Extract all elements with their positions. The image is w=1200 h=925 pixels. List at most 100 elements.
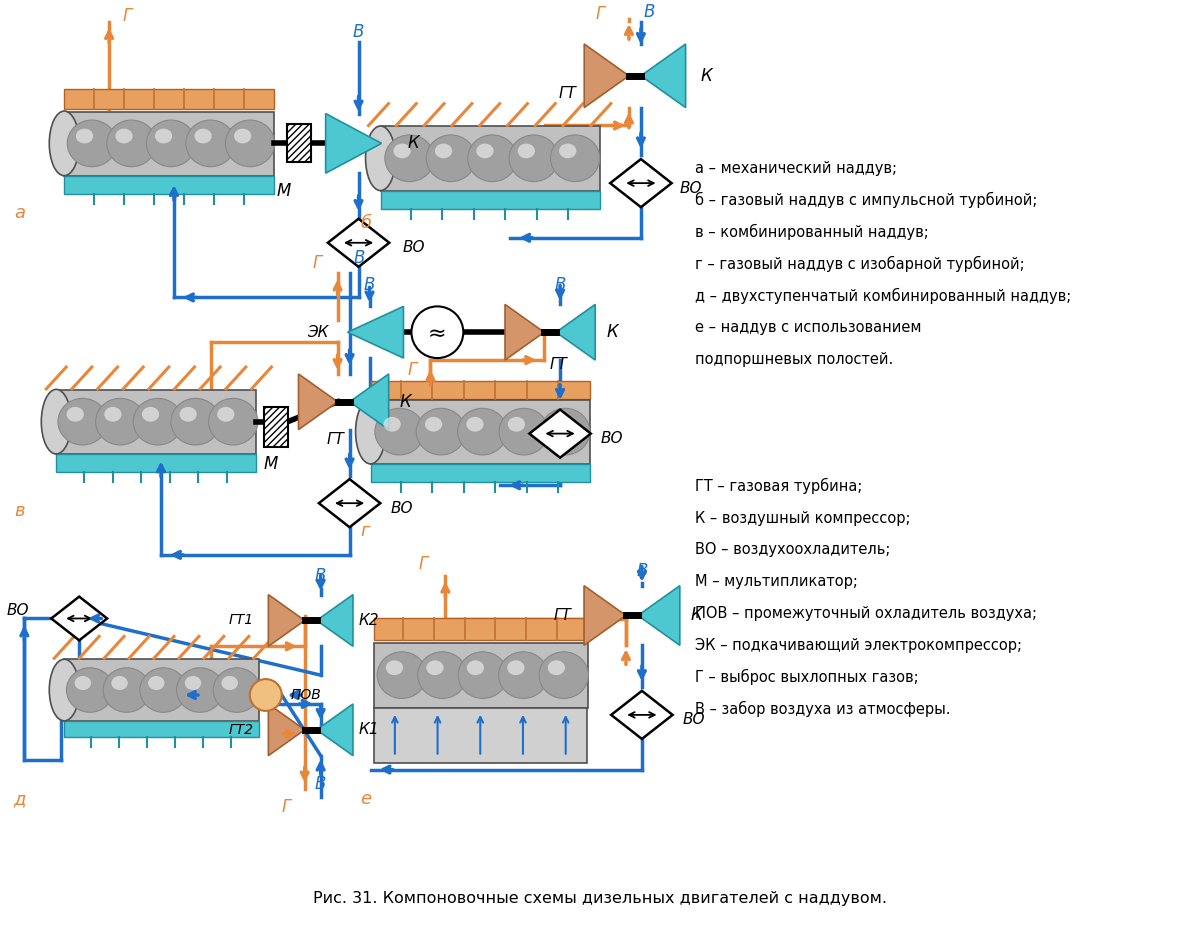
Ellipse shape (550, 417, 566, 432)
Polygon shape (584, 44, 629, 107)
Ellipse shape (467, 417, 484, 432)
Bar (65, 660, 259, 721)
Text: В: В (314, 567, 326, 585)
Bar (371, 400, 590, 464)
Text: В – забор воздуха из атмосферы.: В – забор воздуха из атмосферы. (695, 701, 950, 717)
Ellipse shape (551, 135, 600, 181)
Ellipse shape (476, 143, 493, 158)
Polygon shape (556, 304, 595, 360)
Text: е – наддув с использованием: е – наддув с использованием (695, 320, 922, 335)
Text: б: б (360, 214, 371, 232)
Ellipse shape (185, 676, 202, 690)
Ellipse shape (508, 417, 524, 432)
Text: ВО: ВО (402, 240, 425, 255)
Ellipse shape (67, 120, 116, 166)
Ellipse shape (467, 660, 484, 675)
Text: ГТ2: ГТ2 (228, 722, 253, 737)
Ellipse shape (49, 660, 79, 721)
Text: подпоршневых полостей.: подпоршневых полостей. (695, 352, 893, 366)
Ellipse shape (115, 129, 133, 143)
Text: в: в (14, 502, 25, 520)
Ellipse shape (66, 407, 84, 422)
Polygon shape (529, 410, 590, 458)
Polygon shape (505, 304, 544, 360)
Ellipse shape (194, 129, 211, 143)
Ellipse shape (112, 676, 128, 690)
Ellipse shape (425, 417, 442, 432)
Ellipse shape (457, 408, 506, 455)
Text: ВО: ВО (390, 500, 413, 515)
Bar (380, 191, 600, 209)
Text: ВО: ВО (601, 431, 623, 446)
Text: К2: К2 (359, 613, 379, 628)
Text: ПОВ – промежуточный охладитель воздуха;: ПОВ – промежуточный охладитель воздуха; (695, 606, 1037, 621)
Bar (371, 464, 590, 482)
Text: Г: Г (281, 798, 290, 817)
Ellipse shape (148, 676, 164, 690)
Polygon shape (638, 586, 680, 646)
Ellipse shape (509, 135, 558, 181)
Bar (380, 127, 600, 191)
Ellipse shape (103, 668, 150, 712)
Text: ЭК: ЭК (307, 325, 329, 339)
Polygon shape (641, 44, 685, 107)
Text: Г: Г (313, 253, 323, 272)
Polygon shape (349, 374, 389, 429)
Text: ЭК – подкачивающий электрокомпрессор;: ЭК – подкачивающий электрокомпрессор; (695, 638, 1021, 653)
Polygon shape (325, 114, 382, 173)
Text: г: г (361, 522, 371, 540)
Ellipse shape (434, 143, 452, 158)
Polygon shape (319, 479, 380, 527)
Text: д – двухступенчатый комбинированный наддув;: д – двухступенчатый комбинированный надд… (695, 288, 1072, 303)
Ellipse shape (385, 135, 434, 181)
Ellipse shape (374, 408, 424, 455)
Text: ГТ: ГТ (553, 608, 571, 623)
Text: ГТ: ГТ (550, 356, 568, 372)
Text: Г: Г (419, 555, 428, 573)
Ellipse shape (155, 129, 173, 143)
Polygon shape (299, 374, 337, 429)
Text: К: К (408, 134, 419, 153)
Ellipse shape (170, 399, 221, 445)
Bar (56, 389, 256, 454)
Ellipse shape (104, 407, 121, 422)
Text: в – комбинированный наддув;: в – комбинированный наддув; (695, 224, 929, 240)
Text: В: В (314, 775, 326, 794)
Text: а – механический наддув;: а – механический наддув; (695, 161, 896, 176)
Polygon shape (348, 306, 403, 358)
Ellipse shape (559, 143, 576, 158)
Text: б – газовый наддув с импульсной турбиной;: б – газовый наддув с импульсной турбиной… (695, 192, 1037, 208)
Text: М: М (276, 182, 290, 200)
Ellipse shape (468, 135, 517, 181)
Text: К: К (701, 67, 713, 85)
Text: ВО – воздухоохладитель;: ВО – воздухоохладитель; (695, 542, 890, 558)
Ellipse shape (133, 399, 182, 445)
Ellipse shape (146, 120, 196, 166)
Circle shape (250, 679, 282, 711)
Text: е: е (360, 790, 371, 808)
Polygon shape (584, 586, 626, 646)
Bar (65, 176, 274, 194)
Text: К: К (606, 323, 618, 341)
Ellipse shape (539, 652, 588, 698)
Ellipse shape (74, 676, 91, 690)
Polygon shape (52, 597, 107, 640)
Ellipse shape (499, 652, 548, 698)
Text: ГТ – газовая турбина;: ГТ – газовая турбина; (695, 478, 862, 494)
Text: ВО: ВО (683, 712, 706, 727)
Text: а: а (14, 204, 25, 222)
Text: Г – выброс выхлопных газов;: Г – выброс выхлопных газов; (695, 669, 918, 685)
Text: М: М (264, 455, 278, 474)
Ellipse shape (214, 668, 260, 712)
Ellipse shape (508, 660, 524, 675)
Text: В: В (364, 276, 376, 293)
Bar (56, 454, 256, 473)
Polygon shape (269, 595, 305, 647)
Ellipse shape (418, 652, 467, 698)
Circle shape (412, 306, 463, 358)
Text: В: В (354, 249, 365, 266)
Ellipse shape (234, 129, 251, 143)
Text: К: К (691, 607, 703, 624)
Polygon shape (317, 595, 353, 647)
Ellipse shape (384, 417, 401, 432)
